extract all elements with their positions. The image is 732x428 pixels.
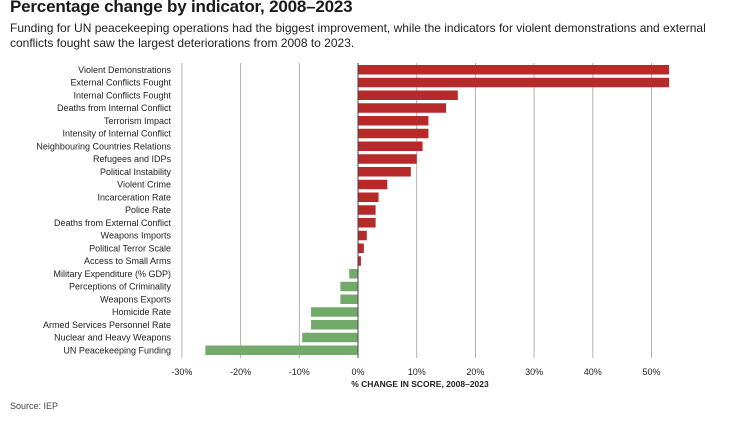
category-label: Intensity of Internal Conflict	[62, 129, 171, 139]
category-label: Terrorism Impact	[104, 116, 172, 126]
chart-title: Percentage change by indicator, 2008–202…	[10, 0, 353, 16]
category-label: Police Rate	[125, 205, 171, 215]
category-label: Internal Conflicts Fought	[73, 90, 171, 100]
category-label: Violent Demonstrations	[78, 65, 171, 75]
x-axis-title: % CHANGE IN SCORE, 2008–2023	[351, 379, 489, 389]
x-tick-label: 10%	[408, 367, 426, 377]
bar	[358, 256, 361, 266]
source-note: Source: IEP	[10, 401, 59, 411]
category-label: Homicide Rate	[112, 307, 171, 317]
category-label: Political Terror Scale	[89, 243, 171, 253]
bar	[358, 77, 670, 88]
bar	[340, 294, 358, 304]
bar	[358, 179, 388, 190]
category-label: Perceptions of Criminality	[69, 282, 172, 292]
category-label: Neighbouring Countries Relations	[36, 141, 171, 151]
bar	[311, 307, 358, 317]
bar	[358, 243, 364, 253]
bar	[358, 167, 411, 177]
bar	[358, 230, 367, 241]
x-tick-label: 0%	[351, 367, 364, 377]
category-label: External Conflicts Fought	[70, 78, 171, 88]
bar	[340, 281, 358, 292]
x-tick-label: -20%	[230, 367, 251, 377]
bar	[358, 218, 376, 228]
bar	[358, 205, 376, 215]
category-label: Nuclear and Heavy Weapons	[54, 333, 171, 343]
category-label: Access to Small Arms	[84, 256, 172, 266]
x-tick-label: 30%	[525, 367, 543, 377]
bar	[358, 154, 417, 164]
bar	[349, 269, 358, 279]
bar	[358, 141, 423, 151]
category-label: UN Peacekeeping Funding	[63, 345, 171, 355]
category-label: Violent Crime	[117, 180, 171, 190]
x-tick-label: 50%	[642, 367, 660, 377]
category-label: Deaths from External Conflict	[54, 218, 172, 228]
category-label: Armed Services Personnel Rate	[43, 320, 171, 330]
bar	[311, 320, 358, 330]
x-tick-label: 20%	[466, 367, 484, 377]
category-label: Weapons Exports	[100, 294, 171, 304]
bar	[302, 332, 358, 343]
category-label: Incarceration Rate	[97, 192, 171, 202]
bar	[358, 65, 670, 75]
category-label: Deaths from Internal Conflict	[57, 103, 172, 113]
bar	[358, 90, 458, 100]
category-label: Military Expenditure (% GDP)	[53, 269, 171, 279]
bar	[358, 116, 429, 126]
bar	[358, 128, 429, 139]
x-tick-label: -30%	[171, 367, 192, 377]
category-label: Political Instability	[100, 167, 172, 177]
x-tick-label: -10%	[289, 367, 310, 377]
category-label: Weapons Imports	[101, 231, 172, 241]
x-tick-label: 40%	[584, 367, 602, 377]
bar	[358, 103, 447, 113]
bar-chart: Violent Demonstrations External Conflicts…	[36, 63, 670, 389]
chart-subtitle: Funding for UN peacekeeping operations h…	[10, 21, 706, 50]
bar	[205, 345, 358, 355]
bar	[358, 192, 379, 202]
category-label: Refugees and IDPs	[93, 154, 172, 164]
